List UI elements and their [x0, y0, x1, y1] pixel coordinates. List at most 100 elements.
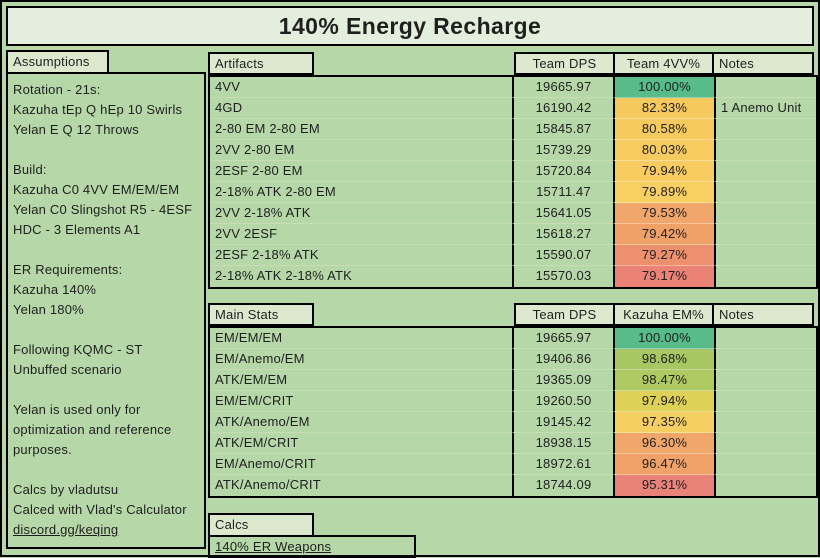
team-dps-cell: 15711.47 — [512, 182, 613, 203]
notes-cell — [714, 349, 816, 370]
main-stats-table: Main Stats Team DPS Kazuha EM% Notes EM/… — [208, 303, 818, 498]
notes-cell — [714, 475, 816, 496]
team-4vv-pct-cell: 80.58% — [613, 119, 714, 140]
calcs-link-box: 140% ER Weapons — [208, 535, 416, 558]
team-4vv-pct-cell: 79.94% — [613, 161, 714, 182]
artifact-name-cell: 2ESF 2-80 EM — [210, 161, 512, 182]
notes-cell — [714, 266, 816, 287]
header-spacer — [314, 303, 514, 326]
team-4vv-pct-cell: 79.27% — [613, 245, 714, 266]
main-stats-tab-label: Main Stats — [208, 303, 314, 326]
assumptions-tab-label: Assumptions — [6, 50, 109, 74]
notes-cell — [714, 454, 816, 475]
notes-cell — [714, 182, 816, 203]
assumption-line: Kazuha C0 4VV EM/EM/EM — [13, 182, 180, 197]
team-dps-cell: 15570.03 — [512, 266, 613, 287]
kazuha-em-pct-cell: 98.47% — [613, 370, 714, 391]
header-spacer — [314, 52, 514, 75]
team-dps-cell: 18938.15 — [512, 433, 613, 454]
team-4vv-pct-cell: 100.00% — [613, 77, 714, 98]
main-stat-name-cell: EM/EM/EM — [210, 328, 512, 349]
main-stats-table-body: EM/EM/EM 19665.97 100.00% EM/Anemo/EM 19… — [208, 326, 818, 498]
assumption-line: Unbuffed scenario — [13, 362, 122, 377]
column-header-notes: Notes — [712, 303, 814, 326]
assumption-line — [13, 460, 202, 480]
team-4vv-pct-cell: 82.33% — [613, 98, 714, 119]
assumption-line: Calced with Vlad's Calculator — [13, 502, 187, 517]
kazuha-em-pct-cell: 97.94% — [613, 391, 714, 412]
notes-cell — [714, 77, 816, 98]
notes-cell — [714, 370, 816, 391]
notes-cell — [714, 391, 816, 412]
column-header-team-dps: Team DPS — [514, 52, 615, 75]
column-header-team-4vv-pct: Team 4VV% — [613, 52, 714, 75]
notes-cell — [714, 119, 816, 140]
team-4vv-pct-cell: 79.42% — [613, 224, 714, 245]
notes-cell — [714, 224, 816, 245]
artifacts-tab-label: Artifacts — [208, 52, 314, 75]
assumption-line: Following KQMC - ST — [13, 342, 143, 357]
main-stat-name-cell: EM/Anemo/CRIT — [210, 454, 512, 475]
artifact-name-cell: 4VV — [210, 77, 512, 98]
team-dps-cell: 19665.97 — [512, 77, 613, 98]
assumption-line: Yelan is used only for optimization and … — [13, 402, 172, 457]
calcs-tab-label: Calcs — [208, 513, 314, 537]
notes-cell — [714, 161, 816, 182]
column-header-kazuha-em-pct: Kazuha EM% — [613, 303, 714, 326]
team-dps-cell: 16190.42 — [512, 98, 613, 119]
er-weapons-link[interactable]: 140% ER Weapons — [215, 539, 332, 554]
column-header-notes: Notes — [712, 52, 814, 75]
assumption-line: Kazuha 140% — [13, 282, 97, 297]
kazuha-em-pct-cell: 96.47% — [613, 454, 714, 475]
assumption-line: Yelan 180% — [13, 302, 84, 317]
assumption-line — [13, 320, 202, 340]
notes-cell — [714, 433, 816, 454]
artifact-name-cell: 2VV 2ESF — [210, 224, 512, 245]
team-dps-cell: 15590.07 — [512, 245, 613, 266]
assumption-line: Kazuha tEp Q hEp 10 Swirls — [13, 102, 183, 117]
artifact-name-cell: 2-18% ATK 2-80 EM — [210, 182, 512, 203]
team-dps-cell: 15845.87 — [512, 119, 613, 140]
team-dps-cell: 18972.61 — [512, 454, 613, 475]
main-stat-name-cell: EM/Anemo/EM — [210, 349, 512, 370]
team-dps-cell: 15720.84 — [512, 161, 613, 182]
notes-cell — [714, 140, 816, 161]
assumption-line: Rotation - 21s: — [13, 82, 101, 97]
assumption-line: ER Requirements: — [13, 262, 123, 277]
artifact-name-cell: 2ESF 2-18% ATK — [210, 245, 512, 266]
notes-cell — [714, 412, 816, 433]
artifacts-header-row: Artifacts Team DPS Team 4VV% Notes — [208, 52, 818, 75]
assumption-line: Yelan C0 Slingshot R5 - 4ESF HDC - 3 Ele… — [13, 202, 193, 237]
team-4vv-pct-cell: 79.17% — [613, 266, 714, 287]
team-dps-cell: 18744.09 — [512, 475, 613, 496]
artifact-name-cell: 2-80 EM 2-80 EM — [210, 119, 512, 140]
assumption-line — [13, 240, 202, 260]
notes-cell: 1 Anemo Unit — [714, 98, 816, 119]
kazuha-em-pct-cell: 97.35% — [613, 412, 714, 433]
team-dps-cell: 19406.86 — [512, 349, 613, 370]
artifacts-table: Artifacts Team DPS Team 4VV% Notes 4VV 1… — [208, 52, 818, 289]
main-stat-name-cell: EM/EM/CRIT — [210, 391, 512, 412]
main-stat-name-cell: ATK/EM/EM — [210, 370, 512, 391]
main-stat-name-cell: ATK/Anemo/CRIT — [215, 477, 321, 492]
assumption-line: Calcs by vladutsu — [13, 482, 119, 497]
artifact-name-cell: 2VV 2-80 EM — [210, 140, 512, 161]
team-4vv-pct-cell: 79.89% — [613, 182, 714, 203]
discord-link[interactable]: discord.gg/keqing — [13, 522, 119, 537]
team-dps-cell: 15641.05 — [512, 203, 613, 224]
notes-cell — [714, 203, 816, 224]
team-dps-cell: 19665.97 — [512, 328, 613, 349]
main-stat-name-cell: ATK/EM/CRIT — [210, 433, 512, 454]
assumption-line — [13, 140, 202, 160]
assumption-line — [13, 380, 202, 400]
team-dps-cell: 19145.42 — [512, 412, 613, 433]
kazuha-em-pct-cell: 96.30% — [613, 433, 714, 454]
artifacts-table-body: 4VV 19665.97 100.00% 4GD 16190.42 82.33%… — [208, 75, 818, 289]
notes-cell — [714, 328, 816, 349]
artifact-name-cell: 4GD — [210, 98, 512, 119]
artifact-name-cell: 2VV 2-18% ATK — [210, 203, 512, 224]
assumption-line: Yelan E Q 12 Throws — [13, 122, 139, 137]
team-4vv-pct-cell: 80.03% — [613, 140, 714, 161]
kazuha-em-pct-cell: 100.00% — [613, 328, 714, 349]
artifact-name-cell: 2-18% ATK 2-18% ATK — [215, 268, 352, 283]
